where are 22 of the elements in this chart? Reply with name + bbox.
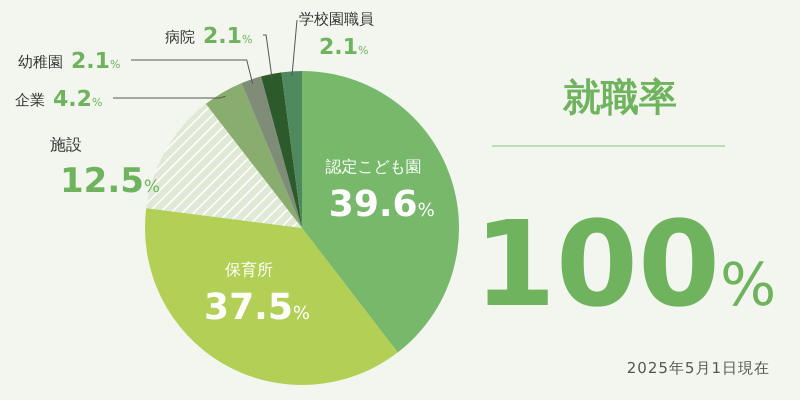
data-label: 2.1% <box>71 49 120 74</box>
slice-label: 幼稚園 <box>18 53 63 71</box>
slice-label: 学校園職員 <box>299 10 374 28</box>
pie-slice <box>146 104 302 228</box>
slice-label: 認定こども園 <box>326 157 422 176</box>
pie-slice <box>261 72 302 228</box>
text: 2025年5月1日現在 <box>626 359 770 377</box>
text: 100% <box>474 195 776 333</box>
data-label: 39.6% <box>328 184 435 226</box>
data-label: 2.1% <box>319 35 368 60</box>
pie-slice <box>281 71 302 228</box>
slice-label: 施設 <box>50 135 82 154</box>
data-label: 4.2% <box>53 87 102 112</box>
data-label: 2.1% <box>203 24 252 49</box>
data-label: 37.5% <box>204 286 310 328</box>
slice-label: 企業 <box>15 91 45 109</box>
text: 就職率 <box>562 75 677 119</box>
pie-slice <box>242 76 302 228</box>
slice-label: 保育所 <box>225 260 274 279</box>
data-label: 12.5% <box>60 161 160 201</box>
slice-label: 病院 <box>165 28 195 46</box>
pie-slice <box>206 83 302 228</box>
